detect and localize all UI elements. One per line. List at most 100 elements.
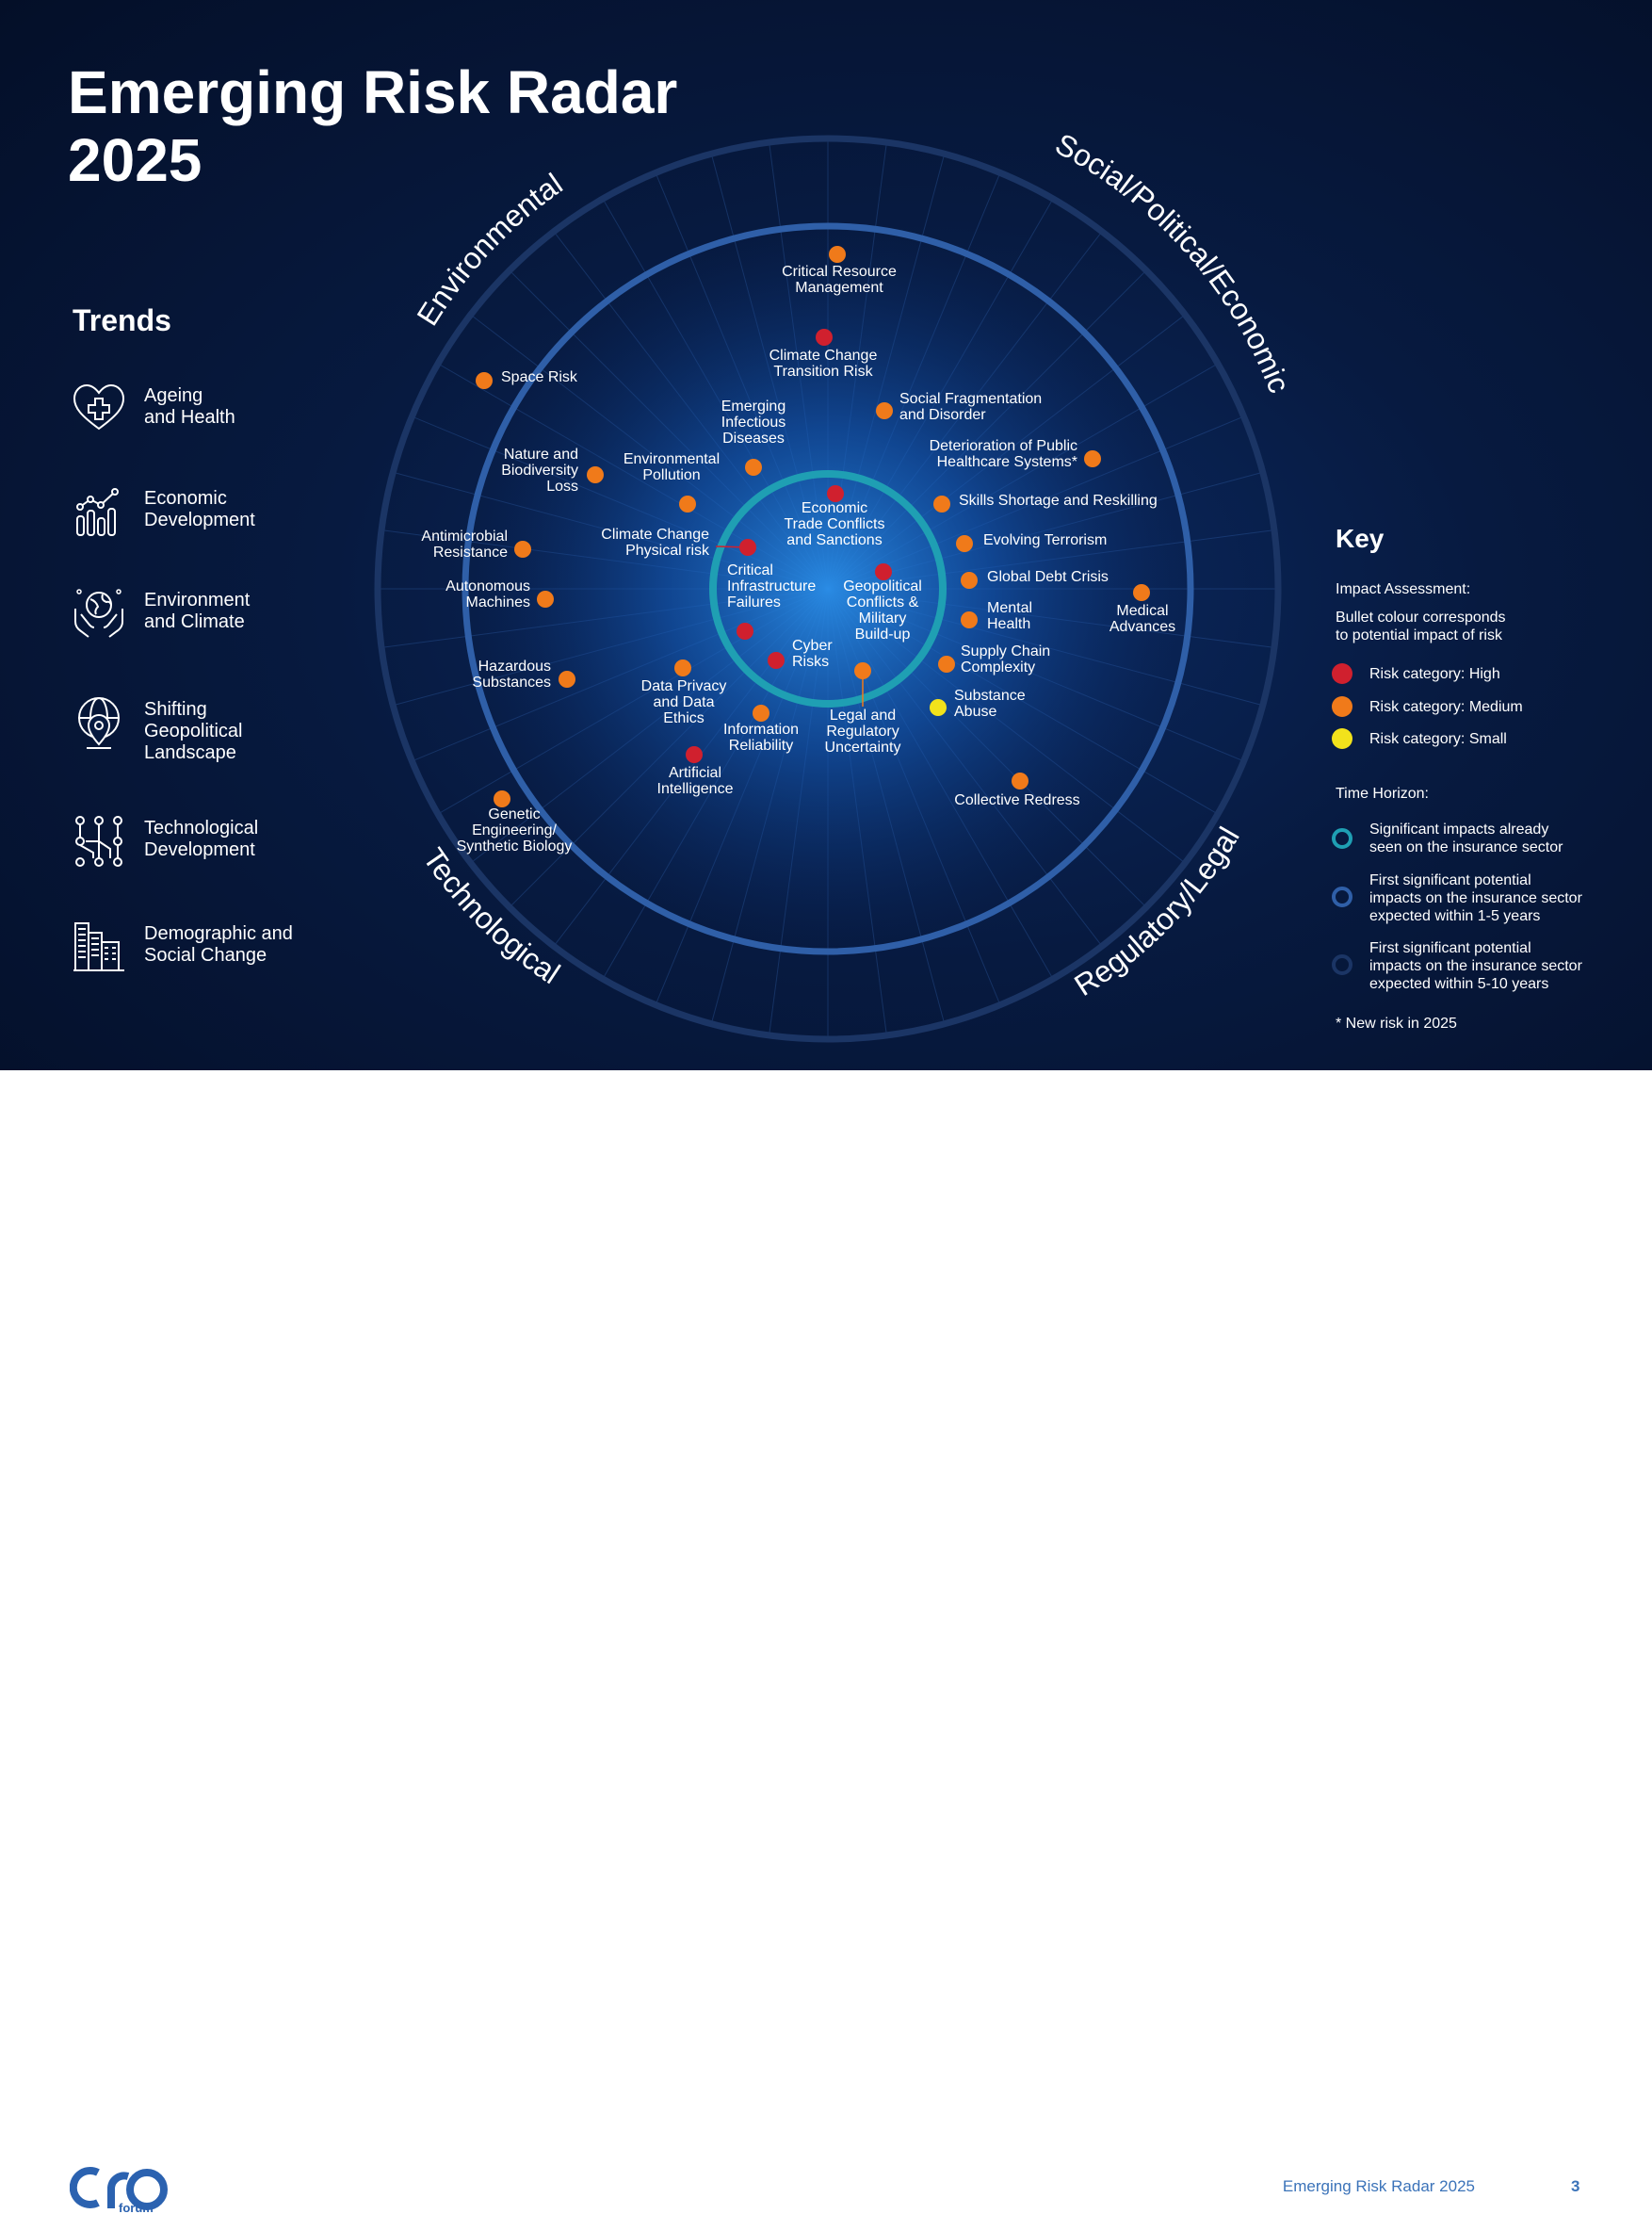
risk-information-reliability: Information Reliability bbox=[723, 705, 799, 754]
risk-label: Medical Advances bbox=[1109, 603, 1175, 635]
risk-critical-infrastructure-failures: Critical Infrastructure Failures bbox=[727, 562, 816, 640]
risk-collective-redress: Collective Redress bbox=[954, 773, 1080, 808]
middle-ring bbox=[462, 222, 1194, 955]
risk-label: Antimicrobial Resistance bbox=[421, 529, 508, 561]
outer-ring bbox=[374, 135, 1282, 1043]
page-title: Emerging Risk Radar 2025 bbox=[68, 58, 677, 194]
footer: forum Emerging Risk Radar 2025 3 bbox=[0, 1070, 1652, 2214]
risk-climate-change-transition-risk: Climate Change Transition Risk bbox=[769, 329, 877, 380]
risk-bullet-medium bbox=[961, 611, 978, 628]
risk-data-privacy-ethics: Data Privacy and Data Ethics bbox=[641, 659, 727, 726]
risk-bullet-medium bbox=[537, 591, 554, 608]
risk-space-risk: Space Risk bbox=[476, 369, 578, 389]
risk-bullet-high bbox=[827, 485, 844, 502]
risk-label: Supply Chain Complexity bbox=[961, 643, 1050, 676]
risk-label: Substance Abuse bbox=[954, 688, 1026, 720]
growth-chart-icon bbox=[76, 488, 119, 536]
risk-genetic-engineering: Genetic Engineering/Synthetic Biology bbox=[457, 790, 573, 855]
risk-skills-shortage: Skills Shortage and Reskilling bbox=[933, 493, 1158, 513]
time-heading: Time Horizon: bbox=[1336, 786, 1429, 802]
risk-bullet-medium bbox=[876, 402, 893, 419]
risk-label: Data Privacy and Data Ethics bbox=[641, 678, 727, 726]
risk-supply-chain-complexity: Supply Chain Complexity bbox=[938, 643, 1050, 676]
key-label: Risk category: High bbox=[1369, 666, 1500, 682]
risk-mental-health: Mental Health bbox=[961, 600, 1032, 632]
trend-label: Environment and Climate bbox=[144, 590, 251, 632]
risk-bullet-medium bbox=[587, 466, 604, 483]
page-title-line-1: Emerging Risk Radar bbox=[68, 58, 678, 126]
risk-bullet-medium bbox=[476, 372, 493, 389]
risk-deterioration-healthcare: Deterioration of Public Healthcare System… bbox=[930, 438, 1101, 470]
key-label: First significant potential impacts on t… bbox=[1369, 872, 1582, 924]
risk-bullet-small bbox=[930, 699, 947, 716]
risk-substance-abuse: Substance Abuse bbox=[930, 688, 1026, 720]
risk-label: Genetic Engineering/Synthetic Biology bbox=[457, 806, 573, 855]
risk-bullet-medium bbox=[1084, 450, 1101, 467]
risk-label: Deterioration of Public Healthcare System… bbox=[930, 438, 1077, 470]
risk-label: Critical Infrastructure Failures bbox=[727, 562, 816, 610]
sector-label-regulatory-legal: Regulatory/Legal bbox=[1068, 822, 1245, 1002]
small-impact-bullet bbox=[1332, 728, 1352, 749]
risk-evolving-terrorism: Evolving Terrorism bbox=[956, 532, 1107, 552]
risk-label: Cyber Risks bbox=[792, 638, 833, 670]
page-title-line-2: 2025 bbox=[68, 126, 202, 194]
risk-label: Evolving Terrorism bbox=[983, 532, 1107, 548]
trend-technological-development: Technological Development bbox=[72, 814, 354, 889]
risk-bullet-high bbox=[816, 329, 833, 346]
risk-bullet-medium bbox=[679, 496, 696, 513]
trend-label: Ageing and Health bbox=[144, 385, 235, 428]
risk-medical-advances: Medical Advances bbox=[1109, 584, 1175, 635]
page-number: 3 bbox=[1571, 2177, 1580, 2195]
risk-label: Legal and Regulatory Uncertainty bbox=[825, 708, 901, 756]
risk-critical-resource-management: Critical Resource Management bbox=[782, 246, 897, 296]
footer-document-title: Emerging Risk Radar 2025 bbox=[1282, 2177, 1475, 2195]
risk-social-fragmentation: Social Fragmentation and Disorder bbox=[876, 391, 1042, 423]
risk-label: Hazardous Substances bbox=[472, 659, 551, 691]
risk-bullet-medium bbox=[559, 671, 575, 688]
circuit-icon bbox=[75, 816, 122, 867]
risk-label: Autonomous Machines bbox=[445, 578, 530, 610]
globe-hands-icon bbox=[74, 589, 123, 638]
sector-label-technological: Technological bbox=[416, 842, 566, 991]
trend-economic-development: Economic Development bbox=[72, 484, 354, 560]
risk-label: Space Risk bbox=[501, 369, 578, 385]
risk-label: Collective Redress bbox=[954, 792, 1079, 808]
risk-autonomous-machines: Autonomous Machines bbox=[445, 578, 554, 610]
trend-geopolitical-landscape: Shifting Geopolitical Landscape bbox=[72, 695, 354, 771]
risk-radar: Environmental Social/Political/Economic … bbox=[374, 126, 1297, 1043]
risk-bullet-medium bbox=[674, 659, 691, 676]
trend-demographic-social-change: Demographic and Social Change bbox=[72, 920, 354, 995]
risk-legal-regulatory-uncertainty: Legal and Regulatory Uncertainty bbox=[825, 662, 901, 756]
risk-economic-trade-conflicts: Economic Trade Conflicts and Sanctions bbox=[785, 485, 885, 548]
cro-forum-logo: forum bbox=[70, 2167, 168, 2214]
risk-bullet-medium bbox=[938, 656, 955, 673]
trend-label: Shifting Geopolitical Landscape bbox=[144, 699, 243, 763]
trend-environment-climate: Environment and Climate bbox=[72, 586, 354, 661]
trend-label: Technological Development bbox=[144, 818, 259, 860]
risk-label: Economic Trade Conflicts and Sanctions bbox=[785, 500, 885, 548]
risk-bullet-high bbox=[875, 563, 892, 580]
risk-climate-change-physical-risk: Climate Change Physical risk bbox=[601, 527, 756, 559]
risk-bullet-medium bbox=[1012, 773, 1028, 790]
key-title: Key bbox=[1336, 524, 1385, 553]
trend-label: Economic Development bbox=[144, 488, 255, 530]
medium-impact-bullet bbox=[1332, 696, 1352, 717]
risk-hazardous-substances: Hazardous Substances bbox=[472, 659, 575, 691]
key-label: Risk category: Small bbox=[1369, 731, 1507, 747]
key-label: Significant impacts already seen on the … bbox=[1369, 822, 1563, 855]
risk-bullet-medium bbox=[933, 496, 950, 513]
risk-label: Artificial Intelligence bbox=[657, 765, 734, 797]
risk-bullet-medium bbox=[956, 535, 973, 552]
impact-note: Bullet colour corresponds to potential i… bbox=[1336, 610, 1506, 643]
key-label: First significant potential impacts on t… bbox=[1369, 940, 1582, 992]
heart-plus-icon bbox=[73, 383, 125, 431]
risk-bullet-high bbox=[739, 539, 756, 556]
risk-label: Global Debt Crisis bbox=[987, 569, 1109, 585]
risk-bullet-high bbox=[737, 623, 753, 640]
risk-bullet-medium bbox=[494, 790, 510, 807]
risk-label: Skills Shortage and Reskilling bbox=[959, 493, 1158, 509]
risk-bullet-medium bbox=[745, 459, 762, 476]
risk-global-debt-crisis: Global Debt Crisis bbox=[961, 569, 1109, 589]
risk-environmental-pollution: Environmental Pollution bbox=[624, 451, 720, 513]
risk-geopolitical-conflicts: Geopolitical Conflicts & Military Build-up bbox=[843, 563, 922, 643]
